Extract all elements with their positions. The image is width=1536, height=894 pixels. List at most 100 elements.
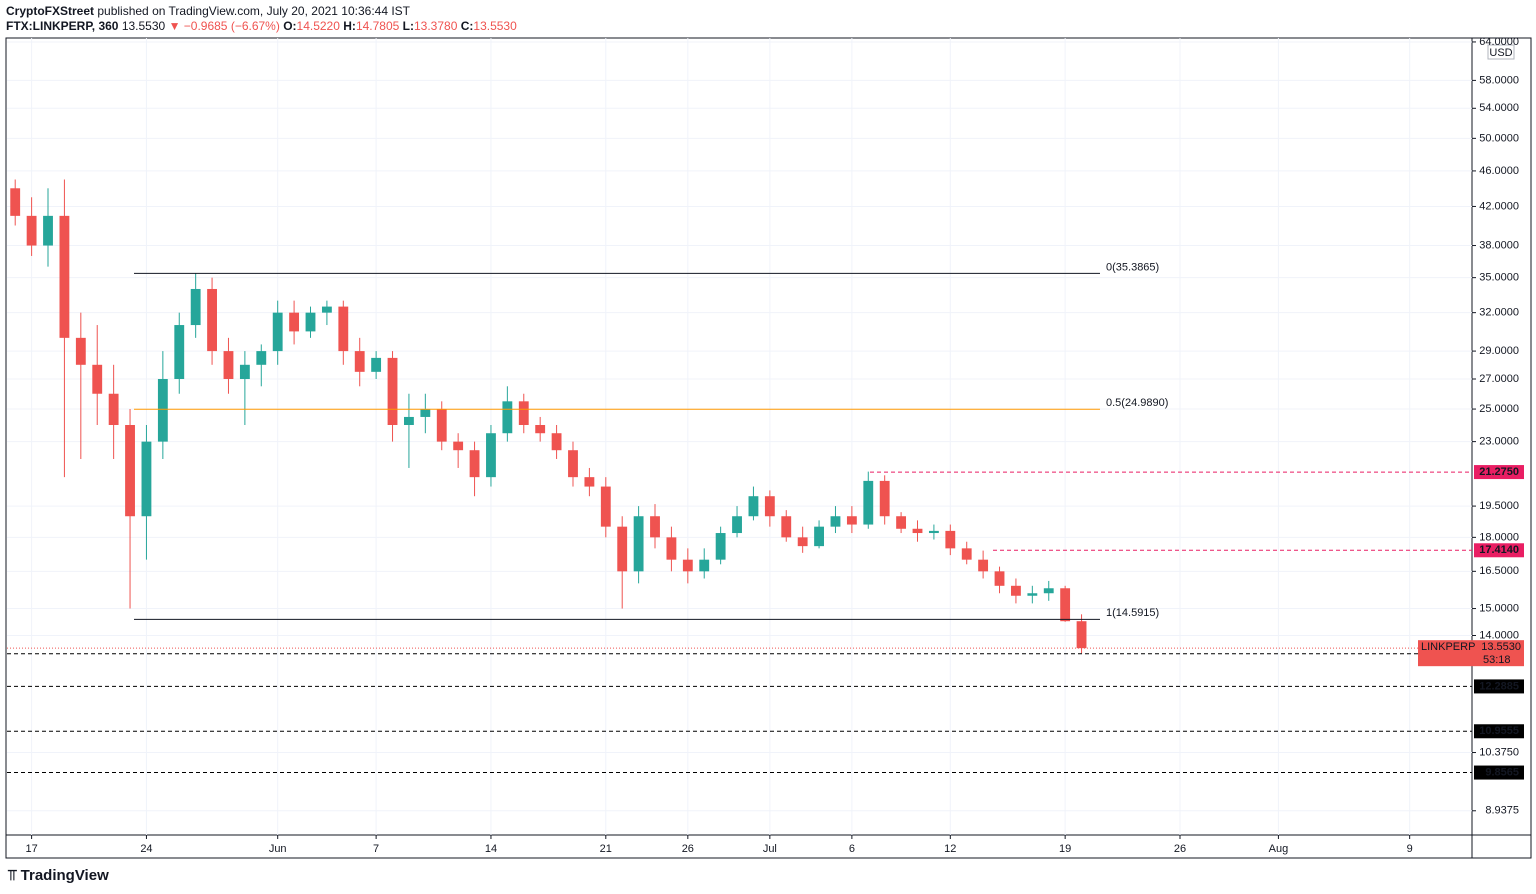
candle-body — [1027, 593, 1038, 596]
y-tick-label: 16.5000 — [1479, 565, 1519, 577]
y-tick-label: 25.0000 — [1479, 403, 1519, 415]
brand-text: TradingView — [20, 867, 109, 884]
level-box — [1474, 465, 1524, 480]
candle-body — [928, 530, 939, 534]
candle-body — [830, 516, 841, 527]
last: 13.5530 — [121, 19, 166, 33]
currency-box — [1487, 44, 1515, 60]
candle-body — [10, 188, 21, 216]
y-tick-label: 38.0000 — [1479, 239, 1519, 251]
level-label: 9.8565 — [1485, 766, 1519, 778]
candle-body — [617, 526, 628, 572]
y-tick-label: 23.0000 — [1479, 436, 1519, 448]
candle-body — [223, 351, 234, 380]
candle-body — [404, 416, 414, 426]
candle-body — [814, 526, 824, 547]
candle-body — [568, 450, 578, 478]
candle-body — [978, 559, 989, 572]
author: CryptoFXStreet — [6, 4, 95, 18]
level-label: 21.2750 — [1479, 466, 1519, 478]
header-line: CryptoFXStreet published on TradingView.… — [6, 4, 517, 19]
candle-body — [1060, 588, 1071, 622]
candle-body — [994, 571, 1005, 586]
level-label: 12.2885 — [1479, 680, 1519, 692]
candle-body — [633, 516, 644, 572]
x-tick-label: 24 — [140, 843, 152, 855]
candle-body — [289, 312, 300, 332]
symbol: FTX:LINKPERP, 360 — [6, 19, 119, 33]
candle-body — [912, 528, 923, 534]
x-tick-label: 26 — [1174, 843, 1186, 855]
y-tick-label: 42.0000 — [1479, 200, 1519, 212]
ohlc-key: O: — [283, 19, 297, 33]
last-price-label: 13.5530 — [1481, 641, 1521, 653]
candle-body — [666, 537, 677, 560]
y-tick-label: 46.0000 — [1479, 165, 1519, 177]
candle-body — [272, 312, 283, 352]
candle-body — [699, 559, 710, 572]
last-price-box — [1418, 640, 1524, 667]
candle-body — [650, 516, 660, 538]
x-tick-label: 12 — [944, 843, 956, 855]
candle-body — [1076, 621, 1087, 649]
y-tick-label: 14.0000 — [1479, 629, 1519, 641]
candle-body — [1011, 585, 1021, 596]
candle-body — [157, 379, 168, 442]
candle-body — [1043, 588, 1054, 594]
candle-body — [715, 533, 726, 560]
candle-body — [846, 516, 857, 525]
fib-label: 1(14.5915) — [1106, 607, 1159, 619]
candle-body — [961, 548, 972, 560]
brand: ⫪ TradingView — [8, 867, 109, 884]
y-tick-label: 54.0000 — [1479, 102, 1519, 114]
x-tick-label: 21 — [600, 843, 612, 855]
y-tick-label: 27.0000 — [1479, 373, 1519, 385]
y-tick-label: 15.0000 — [1479, 602, 1519, 614]
fib-label: 0(35.3865) — [1106, 261, 1159, 273]
candle-body — [338, 306, 349, 352]
ohlc-key: L: — [402, 19, 414, 33]
x-tick-label: Jul — [763, 843, 777, 855]
candle-body — [321, 306, 332, 313]
candle-body — [879, 480, 890, 517]
candle-body — [551, 433, 562, 451]
change: ▼ −0.9685 (−6.67%) — [168, 19, 280, 33]
candle-body — [43, 215, 53, 246]
fib-label: 0.5(24.9890) — [1106, 397, 1168, 409]
candle-body — [92, 364, 103, 394]
x-tick-label: 19 — [1059, 843, 1071, 855]
y-tick-label: 29.0000 — [1479, 345, 1519, 357]
ohlc-value: 13.3780 — [414, 19, 458, 33]
candle-body — [239, 364, 250, 380]
candle-body — [207, 288, 217, 352]
candle-body — [141, 441, 152, 517]
candle-body — [748, 496, 759, 517]
ohlc-key: C: — [460, 19, 474, 33]
published: published on TradingView.com, July 20, 2… — [97, 4, 411, 18]
level-label: 10.9555 — [1479, 725, 1519, 737]
brand-logo: ⫪ — [8, 867, 21, 884]
candle-body — [354, 351, 365, 372]
candle-body — [732, 516, 742, 534]
level-box — [1474, 724, 1524, 739]
y-tick-label: 19.5000 — [1479, 500, 1519, 512]
candle-body — [174, 325, 185, 380]
candle-body — [420, 409, 431, 417]
header-line: FTX:LINKPERP, 360 13.5530 ▼ −0.9685 (−6.… — [6, 19, 517, 34]
candle-body — [305, 312, 316, 332]
candle-body — [453, 441, 464, 451]
y-tick-label: 50.0000 — [1479, 132, 1519, 144]
candle-body — [502, 401, 513, 434]
ohlc-value: 14.7805 — [355, 19, 400, 33]
level-box — [1474, 765, 1524, 780]
x-tick-label: 14 — [485, 843, 497, 855]
candle-body — [486, 433, 496, 478]
candle-body — [256, 351, 267, 365]
candle-body — [125, 425, 135, 517]
candle-body — [764, 496, 775, 517]
candle-body — [600, 486, 611, 527]
candle-body — [781, 516, 792, 538]
candle-body — [535, 425, 546, 434]
ohlc-value: 14.5220 — [296, 19, 340, 33]
